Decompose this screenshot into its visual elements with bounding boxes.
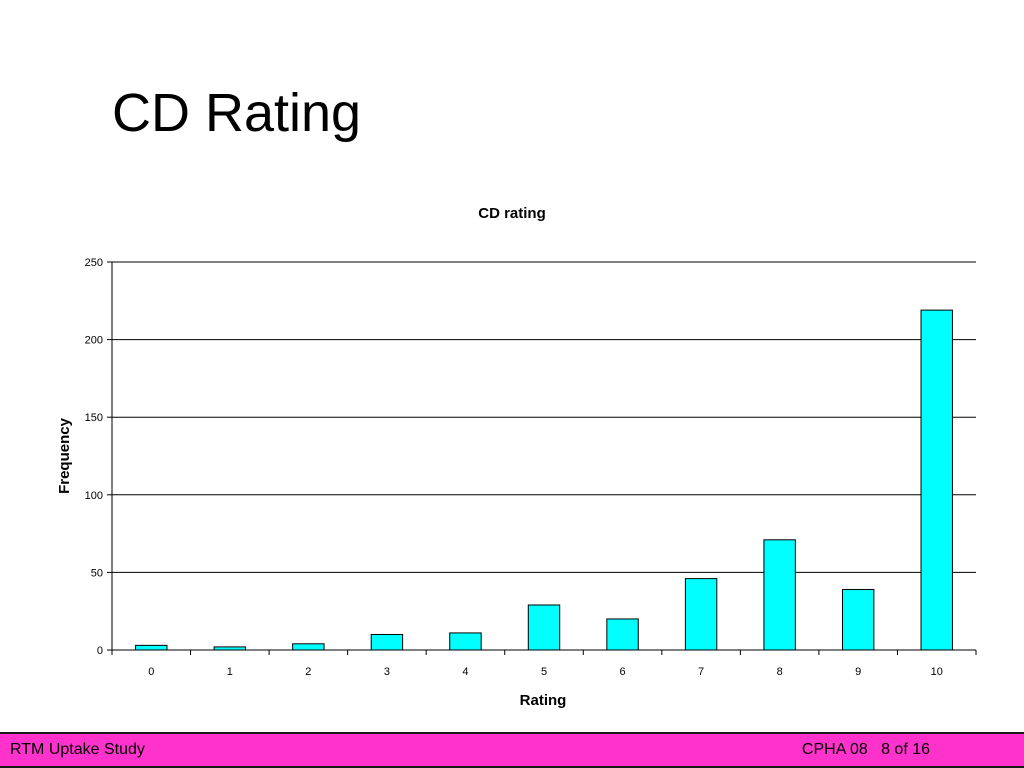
bar-rating-5 [527,604,561,651]
x-tick-label: 7 [698,666,704,678]
x-axis-label: Rating [520,692,567,709]
bar-rating-4 [449,632,482,651]
y-tick-label: 0 [97,645,103,657]
footer-page-info: CPHA 08 8 of 16 [801,741,930,758]
footer-bar: RTM Uptake Study CPHA 08 8 of 16 [0,732,1024,768]
x-tick-label: 2 [305,666,311,678]
y-tick-label: 100 [85,490,103,502]
x-tick-label: 4 [462,666,468,678]
bar-chart: CD rating Frequency Rating 0501001502002… [56,205,977,709]
chart-title: CD rating [478,205,546,222]
bar-rating-3 [370,633,404,651]
x-tick-label: 1 [227,666,233,678]
x-tick-label: 10 [931,666,943,678]
bar-rating-6 [606,618,639,651]
slide-title: CD Rating [112,83,362,143]
y-tick-label: 50 [91,567,103,579]
y-tick-label: 250 [85,257,103,269]
bar-rating-7 [684,578,718,651]
bar-rating-10 [920,309,953,651]
x-tick-label: 6 [619,666,625,678]
x-tick-label: 3 [384,666,390,678]
x-tick-label: 9 [855,666,861,678]
bar-rating-0 [135,644,168,651]
x-tick-label: 5 [541,666,547,678]
bar-rating-2 [292,643,325,651]
x-tick-label: 0 [148,666,154,678]
bar-rating-9 [841,588,875,651]
y-tick-label: 150 [85,412,103,424]
x-tick-label: 8 [777,666,783,678]
y-tick-label: 200 [85,335,103,347]
y-axis-label: Frequency [56,417,73,494]
footer-study-name: RTM Uptake Study [10,741,145,758]
bar-rating-8 [763,539,796,651]
